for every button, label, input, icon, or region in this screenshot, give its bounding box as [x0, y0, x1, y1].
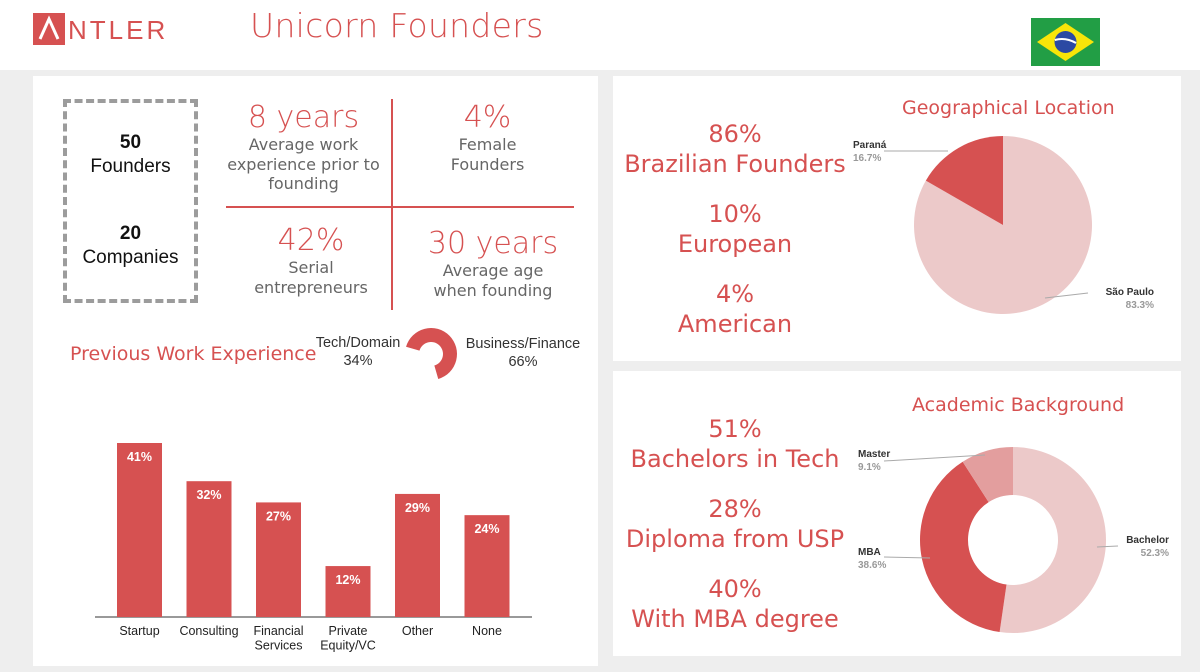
bar-category-label-4: Other	[402, 624, 433, 638]
geo-label-parana: Paraná 16.7%	[853, 140, 887, 164]
summary-box: 50 Founders 20 Companies	[63, 99, 198, 303]
acad-stat-bachelors-tech: 51% Bachelors in Tech	[630, 415, 840, 473]
bar-2	[256, 502, 301, 617]
bar-4	[395, 493, 440, 617]
bar-value-label-3: 12%	[335, 573, 360, 587]
companies-label: Companies	[82, 247, 179, 268]
stat-label: Female Founders	[450, 135, 525, 174]
antler-logo: NTLER	[33, 13, 168, 45]
bar-5	[464, 515, 510, 617]
bar-1	[186, 481, 232, 617]
business-finance-label: Business/Finance 66%	[465, 336, 581, 370]
bar-category-label-2: Services	[255, 639, 303, 653]
previous-work-title: Previous Work Experience	[70, 343, 317, 365]
stat-value: 8 years	[247, 100, 360, 135]
geo-stat-brazilian: 86% Brazilian Founders	[624, 120, 846, 178]
acad-donut-slice-master	[962, 447, 1013, 503]
acad-chart-title: Academic Background	[912, 394, 1125, 416]
bar-value-label-4: 29%	[405, 501, 430, 515]
acad-donut-slice-bachelor	[999, 447, 1107, 634]
bar-category-label-2: Financial	[253, 624, 303, 638]
bar-value-label-5: 24%	[474, 522, 499, 536]
bar-category-label-3: Equity/VC	[320, 639, 376, 653]
donut-slice-business-finance	[406, 328, 458, 379]
bar-category-label-5: None	[472, 624, 502, 638]
stat-work-experience: 8 years Average work experience prior to f…	[221, 101, 386, 194]
acad-leader-bachelor	[1096, 545, 1119, 548]
bar-3	[325, 566, 371, 617]
acad-leader-master	[883, 454, 986, 462]
geo-chart-title: Geographical Location	[902, 97, 1115, 119]
brazil-flag-icon	[1031, 18, 1100, 66]
bar-0	[117, 443, 162, 617]
geo-pie-slice-parana	[925, 136, 1003, 225]
founders-label: Founders	[90, 156, 171, 177]
logo-text: NTLER	[68, 15, 168, 45]
bar-value-label-2: 27%	[266, 509, 291, 523]
stat-value: 4%	[463, 100, 512, 135]
stat-serial-entrepreneurs: 42% Serial entrepreneurs	[227, 224, 395, 297]
tech-domain-label: Tech/Domain 34%	[315, 335, 401, 369]
acad-label-mba: MBA 38.6%	[858, 547, 887, 571]
stat-label: Average age when founding	[433, 261, 553, 300]
acad-label-master: Master 9.1%	[858, 449, 891, 473]
stat-label: Serial entrepreneurs	[254, 258, 368, 297]
bar-category-label-3: Private	[329, 624, 368, 638]
bar-category-label-1: Consulting	[179, 624, 238, 638]
stat-label: Average work experience prior to founding	[227, 135, 380, 193]
companies-count: 20	[119, 223, 142, 244]
bar-value-label-0: 41%	[127, 450, 152, 464]
acad-label-bachelor: Bachelor 52.3%	[1126, 535, 1169, 559]
header: NTLER Unicorn Founders	[0, 0, 1200, 70]
bar-value-label-1: 32%	[196, 488, 221, 502]
stat-value: 30 years	[427, 226, 559, 261]
acad-leader-mba	[883, 556, 931, 559]
stat-female-founders: 4% Female Founders	[405, 101, 570, 174]
page-title: Unicorn Founders	[250, 6, 544, 45]
stat-average-age: 30 years Average age when founding	[405, 227, 581, 300]
geo-leader-sao-paulo	[1044, 292, 1089, 299]
geo-label-sao-paulo: São Paulo 83.3%	[1105, 287, 1154, 311]
acad-stat-usp-diploma: 28% Diploma from USP	[625, 495, 845, 553]
stat-grid-vertical-divider	[391, 99, 393, 310]
acad-stat-mba: 40% With MBA degree	[631, 575, 839, 633]
geo-stat-european: 10% European	[677, 200, 793, 258]
bar-category-label-0: Startup	[119, 624, 159, 638]
geo-stat-american: 4% American	[677, 280, 793, 338]
acad-donut-slice-mba	[920, 461, 1007, 633]
logo-mark-a	[38, 15, 60, 40]
stat-value: 42%	[277, 223, 345, 258]
stat-grid-horizontal-divider	[226, 206, 574, 208]
founders-count: 50	[119, 132, 142, 153]
